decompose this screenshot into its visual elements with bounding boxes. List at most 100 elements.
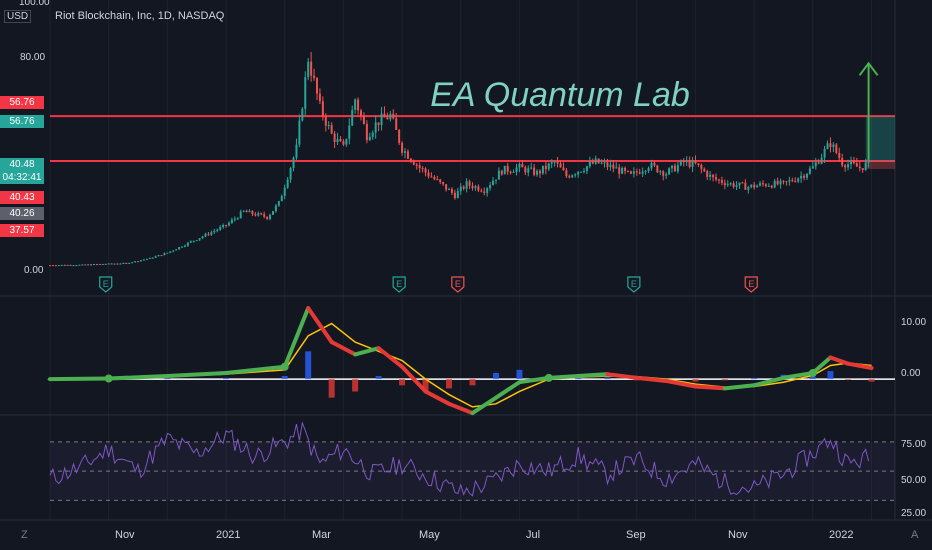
- macd-line-segment: [722, 383, 757, 391]
- candle-body: [181, 246, 184, 248]
- candle-body: [406, 151, 409, 159]
- candle-body: [151, 257, 154, 259]
- candle-body: [459, 186, 462, 192]
- candle-body: [509, 171, 512, 173]
- candle-body: [327, 125, 330, 127]
- earnings-marker-1[interactable]: E: [392, 276, 406, 293]
- candle-body: [688, 160, 691, 168]
- macd-line-segment: [224, 364, 287, 375]
- earnings-marker-2[interactable]: E: [451, 276, 465, 293]
- x-label-mar: Mar: [312, 529, 331, 541]
- candle-body: [811, 166, 814, 169]
- macd-line-segment: [447, 401, 475, 416]
- candle-body: [365, 123, 368, 141]
- candle-body: [450, 189, 453, 193]
- macd-line-segment: [605, 372, 639, 380]
- candle-body: [380, 113, 383, 126]
- candle-body: [377, 122, 380, 126]
- candle-body: [641, 171, 644, 174]
- earnings-marker-0[interactable]: E: [99, 276, 113, 293]
- candle-body: [125, 262, 128, 264]
- candle-body: [779, 180, 782, 185]
- chart-grid: [0, 0, 932, 521]
- candle-body: [671, 165, 674, 169]
- candle-body: [659, 171, 662, 173]
- candle-body: [858, 166, 861, 169]
- macd-histogram-bar: [721, 379, 728, 381]
- macd-line-segment: [576, 372, 610, 379]
- candle-body: [709, 174, 712, 177]
- candle-body: [547, 163, 550, 170]
- symbol-title[interactable]: Riot Blockchain, Inc, 1D, NASDAQ: [55, 10, 225, 22]
- candle-body: [723, 182, 726, 186]
- candle-body: [503, 165, 506, 175]
- candle-body: [477, 186, 480, 191]
- macd-histogram-bar: [492, 372, 499, 380]
- candle-body: [594, 158, 597, 164]
- candle-body: [832, 144, 835, 148]
- earnings-marker-4[interactable]: E: [744, 276, 758, 293]
- candle-body: [339, 138, 342, 142]
- candle-body: [524, 167, 527, 173]
- candle-body: [160, 255, 163, 257]
- currency-label: USD: [4, 10, 32, 23]
- candle-body: [315, 78, 318, 94]
- macd-histogram-bar: [223, 377, 230, 380]
- candle-body: [568, 176, 571, 178]
- candle-body: [615, 167, 618, 169]
- candle-body: [248, 210, 251, 213]
- candle-body: [448, 189, 451, 191]
- candle-body: [172, 250, 175, 252]
- macd-line-segment: [306, 306, 334, 345]
- x-label-sep: Sep: [626, 529, 646, 541]
- candle-body: [483, 191, 486, 193]
- candle-body: [389, 113, 392, 120]
- earnings-badge-shape: [627, 276, 641, 293]
- candle-body: [855, 163, 858, 167]
- candle-body: [439, 179, 442, 183]
- candle-body: [492, 180, 495, 186]
- candle-body: [635, 171, 638, 173]
- candle-body: [794, 181, 797, 183]
- top-price-tick: 100.00: [19, 0, 50, 8]
- candle-body: [474, 186, 477, 189]
- candle-body: [820, 157, 823, 164]
- zoom-reset-icon[interactable]: Z: [21, 529, 28, 541]
- candle-body: [559, 163, 562, 168]
- candle-body: [87, 264, 90, 266]
- candle-body: [512, 171, 515, 173]
- candle-body: [401, 142, 404, 153]
- candle-body: [236, 218, 239, 220]
- target-arrow-head: [858, 61, 879, 76]
- macd-line-segment: [493, 380, 522, 400]
- macd-histogram-bar: [164, 378, 171, 380]
- candle-body: [210, 232, 213, 235]
- candle-body: [54, 265, 57, 267]
- candle-body: [462, 186, 465, 189]
- candle-body: [430, 176, 433, 178]
- candle-body: [805, 173, 808, 178]
- earnings-badge-shape: [392, 276, 406, 293]
- candle-body: [345, 138, 348, 145]
- macd-histogram-bar: [422, 379, 429, 392]
- macd-line-segment: [282, 306, 311, 369]
- candle-body: [307, 61, 310, 78]
- macd-line-segment: [48, 376, 111, 382]
- candle-body: [465, 181, 468, 189]
- candle-body: [107, 263, 110, 265]
- macd-histogram-bar: [328, 379, 335, 398]
- candle-body: [788, 180, 791, 182]
- candle-body: [318, 93, 321, 102]
- auto-scale-icon[interactable]: A: [911, 529, 919, 541]
- candle-body: [826, 143, 829, 149]
- macd-line-segment: [546, 374, 581, 380]
- candle-body: [63, 264, 66, 266]
- candle-body: [717, 179, 720, 181]
- earnings-marker-3[interactable]: E: [627, 276, 641, 293]
- last-price-label: 40.48: [0, 158, 44, 171]
- macd-histogram-bar: [281, 376, 288, 380]
- macd-histogram-bar: [516, 369, 523, 380]
- candle-body: [242, 210, 245, 212]
